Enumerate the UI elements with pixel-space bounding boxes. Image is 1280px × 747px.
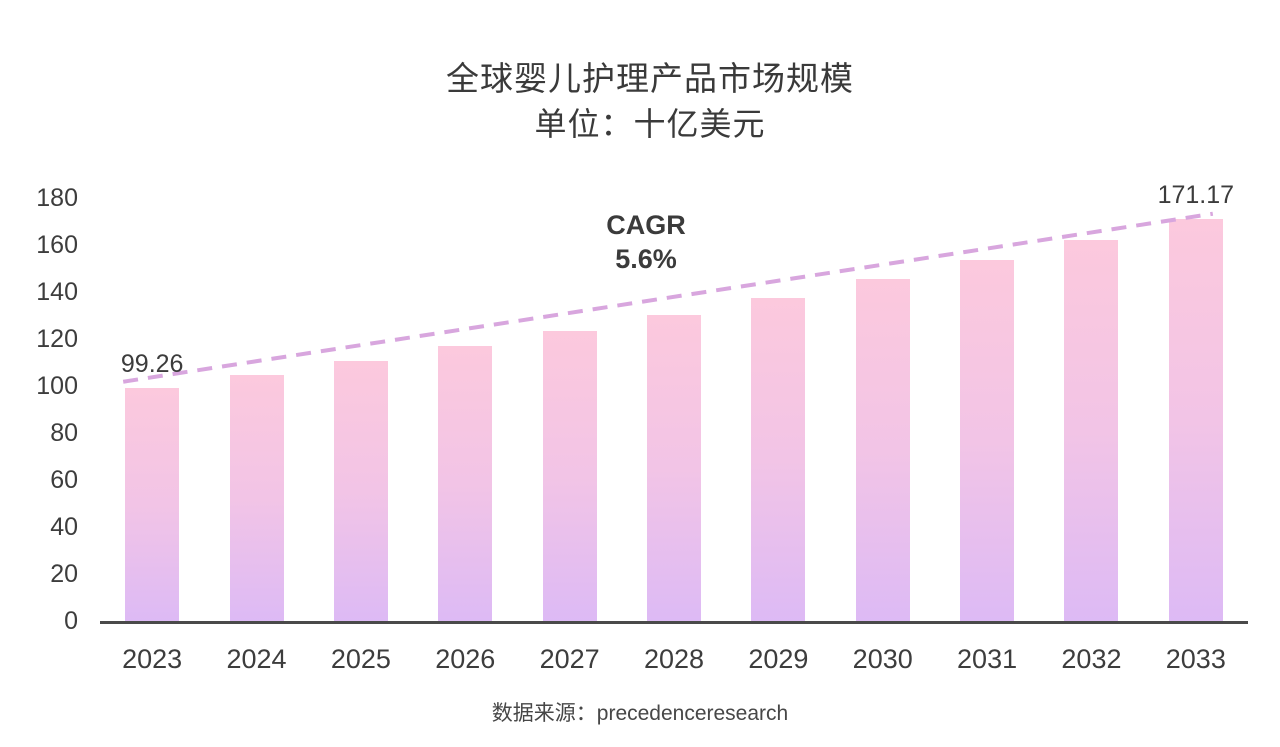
cagr-value: 5.6%	[615, 244, 677, 274]
x-tick-2023: 2023	[122, 644, 183, 674]
chart-title: 全球婴儿护理产品市场规模	[446, 60, 854, 97]
x-tick-2027: 2027	[539, 644, 600, 674]
data-source: 数据来源：precedenceresearch	[491, 702, 789, 725]
x-tick-2024: 2024	[226, 644, 287, 674]
y-tick-180: 180	[36, 184, 78, 212]
bar-2031	[960, 260, 1015, 621]
cagr-annotation: CAGR 5.6%	[584, 208, 708, 276]
x-tick-2032: 2032	[1061, 644, 1122, 674]
bar-2023	[125, 387, 180, 621]
x-tick-2029: 2029	[748, 644, 809, 674]
y-tick-60: 60	[50, 466, 78, 494]
bar-2026	[438, 346, 493, 621]
x-tick-2031: 2031	[957, 644, 1018, 674]
bar-2024	[229, 374, 284, 621]
value-label-2033: 171.17	[1157, 180, 1235, 209]
bar-2033	[1168, 218, 1223, 621]
y-tick-140: 140	[36, 278, 78, 306]
y-tick-120: 120	[36, 325, 78, 353]
bar-2032	[1064, 240, 1119, 621]
bar-2028	[647, 314, 701, 621]
x-tick-2030: 2030	[852, 644, 913, 674]
y-tick-80: 80	[50, 419, 78, 447]
value-label-2023: 99.26	[120, 349, 184, 378]
y-tick-0: 0	[64, 607, 78, 635]
y-tick-40: 40	[50, 513, 78, 541]
bar-2027	[542, 330, 597, 621]
bar-2025	[333, 360, 388, 621]
y-tick-100: 100	[36, 372, 78, 400]
bar-2029	[751, 297, 806, 621]
chart-subtitle: 单位：十亿美元	[534, 106, 766, 142]
x-tick-2025: 2025	[330, 644, 391, 674]
y-tick-20: 20	[50, 560, 78, 588]
bar-2030	[855, 279, 910, 621]
x-tick-2028: 2028	[643, 644, 705, 674]
cagr-label: CAGR	[606, 210, 686, 240]
x-tick-2033: 2033	[1165, 644, 1226, 674]
x-tick-2026: 2026	[435, 644, 496, 674]
y-tick-160: 160	[36, 231, 78, 259]
